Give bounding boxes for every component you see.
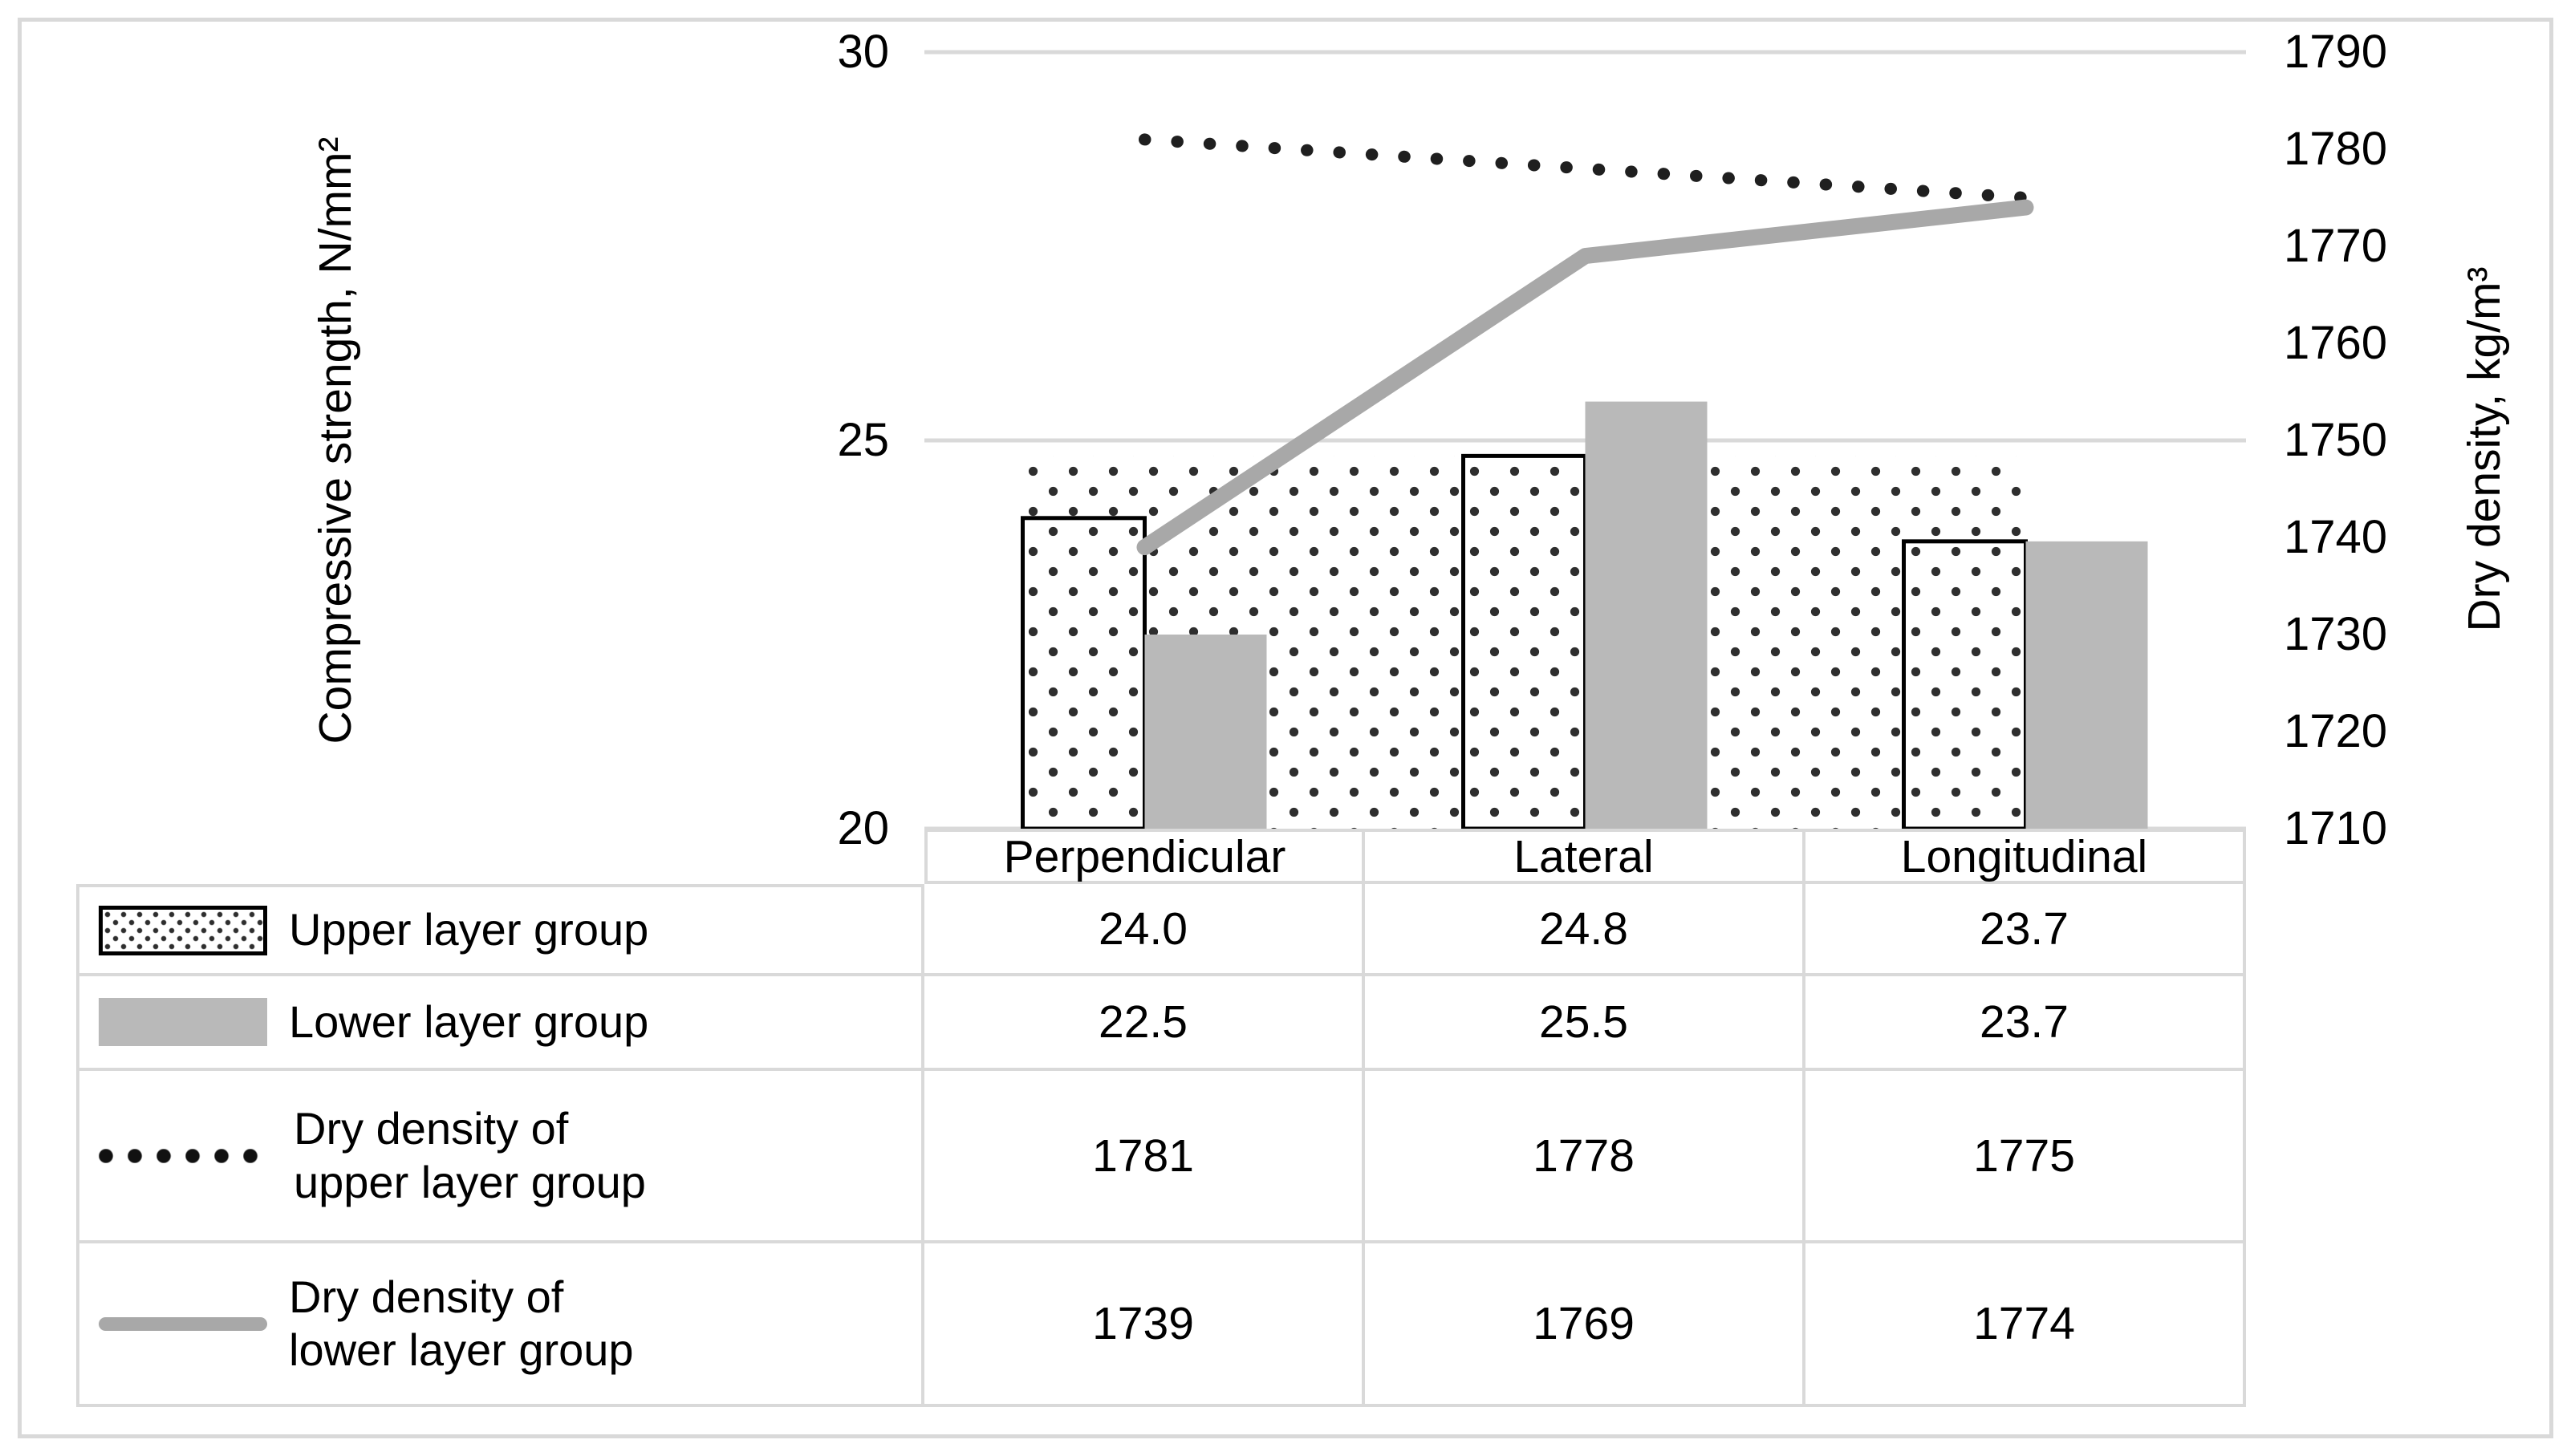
bar-upper-lateral	[1461, 453, 1587, 831]
right-axis-tick-label: 1730	[2284, 608, 2388, 660]
table-cell: 1769	[1365, 1243, 1805, 1407]
right-axis-tick-label: 1750	[2284, 414, 2388, 466]
table-cell: 23.7	[1805, 976, 2246, 1071]
right-axis-tick-label: 1720	[2284, 705, 2388, 757]
table-cell: 25.5	[1365, 976, 1805, 1071]
legend-label-dry-density-lower: Dry density of lower layer group	[289, 1271, 634, 1375]
right-axis-tick-label: 1710	[2284, 802, 2388, 854]
table-cell: 1775	[1805, 1071, 2246, 1243]
left-axis-title: Compressive strength, N/mm²	[310, 136, 361, 744]
line-dry-density-upper	[1139, 133, 2032, 204]
left-axis-tick-label: 20	[837, 802, 889, 854]
bar-upper-longitudinal	[1902, 539, 2028, 831]
legend-label-upper-layer-group: Upper layer group	[289, 904, 649, 955]
table-cell: 23.7	[1805, 884, 2246, 976]
table-cell: 22.5	[924, 976, 1365, 1071]
right-axis-tick-label: 1740	[2284, 511, 2388, 563]
right-axis-tick-label: 1760	[2284, 317, 2388, 369]
legend-item-dry-density-upper: Dry density of upper layer group	[76, 1071, 924, 1243]
legend-item-lower-layer-group: Lower layer group	[76, 976, 924, 1071]
table-corner-blank	[76, 829, 924, 884]
legend-key-dotted-line-icon	[99, 1148, 272, 1163]
table-header-longitudinal: Longitudinal	[1805, 829, 2246, 884]
right-axis-title: Dry density, kg/m³	[2459, 266, 2510, 632]
legend-label-dry-density-upper: Dry density of upper layer group	[294, 1103, 646, 1207]
data-table: Perpendicular Lateral Longitudinal Upper…	[76, 829, 2246, 1407]
legend-label-lower-layer-group: Lower layer group	[289, 996, 649, 1047]
table-header-perpendicular: Perpendicular	[924, 829, 1365, 884]
bar-lower-lateral	[1585, 401, 1708, 829]
table-cell: 1774	[1805, 1243, 2246, 1407]
table-cell: 1739	[924, 1243, 1365, 1407]
legend-key-gray-line-icon	[99, 1316, 267, 1331]
line-dry-density-lower	[1136, 199, 2034, 556]
legend-item-dry-density-lower: Dry density of lower layer group	[76, 1243, 924, 1407]
right-axis-tick-label: 1780	[2284, 123, 2388, 175]
right-axis-tick-label: 1770	[2284, 220, 2388, 272]
legend-key-gray-bar-icon	[99, 998, 267, 1046]
left-axis-tick-label: 30	[837, 26, 889, 78]
bar-lower-perpendicular	[1144, 635, 1267, 829]
legend-item-upper-layer-group: Upper layer group	[76, 884, 924, 976]
table-cell: 24.8	[1365, 884, 1805, 976]
table-cell: 1781	[924, 1071, 1365, 1243]
table-header-lateral: Lateral	[1365, 829, 1805, 884]
table-cell: 24.0	[924, 884, 1365, 976]
left-axis-tick-label: 25	[837, 414, 889, 466]
figure-border	[18, 18, 2553, 1438]
bar-lower-longitudinal	[2025, 541, 2148, 829]
bar-upper-perpendicular	[1021, 516, 1147, 831]
legend-key-dotted-bar-icon	[99, 905, 267, 955]
table-cell: 1778	[1365, 1071, 1805, 1243]
right-axis-tick-label: 1790	[2284, 26, 2388, 78]
